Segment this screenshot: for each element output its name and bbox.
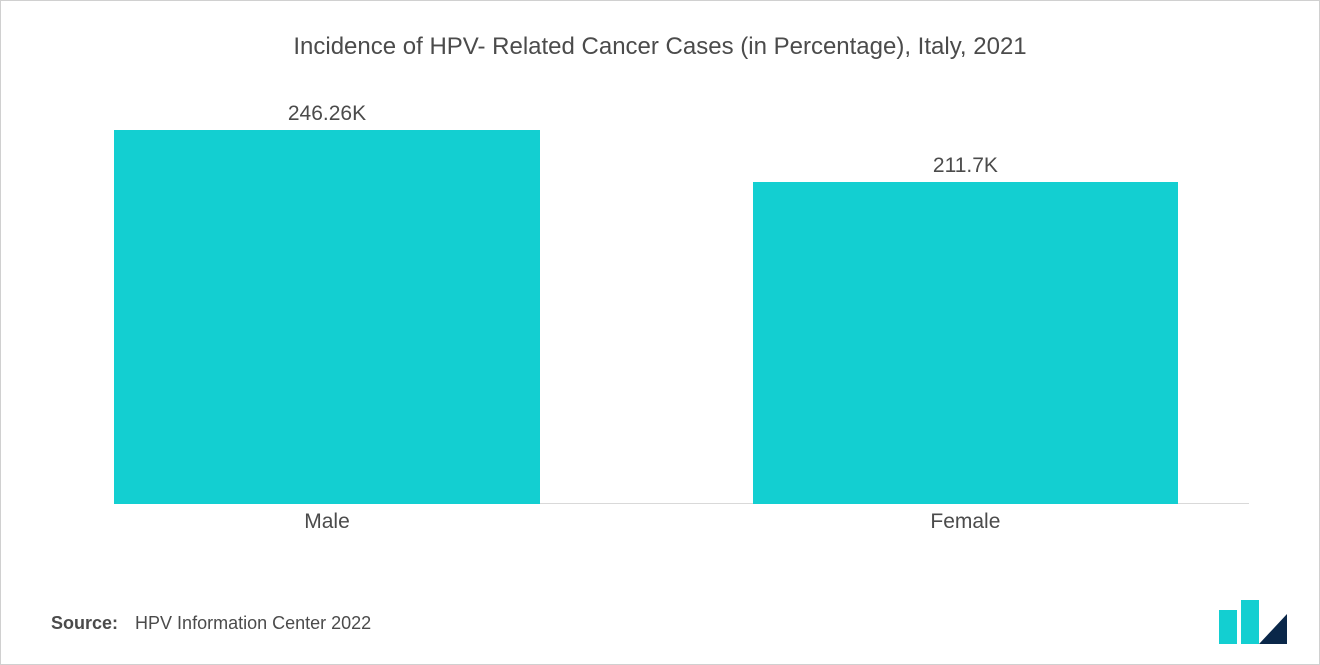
chart-title: Incidence of HPV- Related Cancer Cases (… — [1, 33, 1319, 61]
plot-area: 246.26KMale211.7KFemale — [131, 111, 1249, 504]
source-text: HPV Information Center 2022 — [135, 613, 371, 633]
bar-value-label: 246.26K — [114, 102, 540, 126]
bar-group: 246.26KMale — [114, 109, 540, 504]
logo-bar-right — [1241, 600, 1259, 644]
bar — [753, 182, 1179, 504]
chart-frame: Incidence of HPV- Related Cancer Cases (… — [0, 0, 1320, 665]
mi-logo — [1219, 600, 1287, 644]
source-label: Source: — [51, 613, 118, 633]
category-label: Male — [114, 510, 540, 534]
bar-group: 211.7KFemale — [753, 109, 1179, 504]
bar — [114, 130, 540, 504]
category-label: Female — [753, 510, 1179, 534]
bar-value-label: 211.7K — [753, 154, 1179, 178]
logo-bar-left — [1219, 610, 1237, 644]
logo-triangle — [1259, 614, 1287, 644]
source-line: Source: HPV Information Center 2022 — [51, 613, 371, 634]
